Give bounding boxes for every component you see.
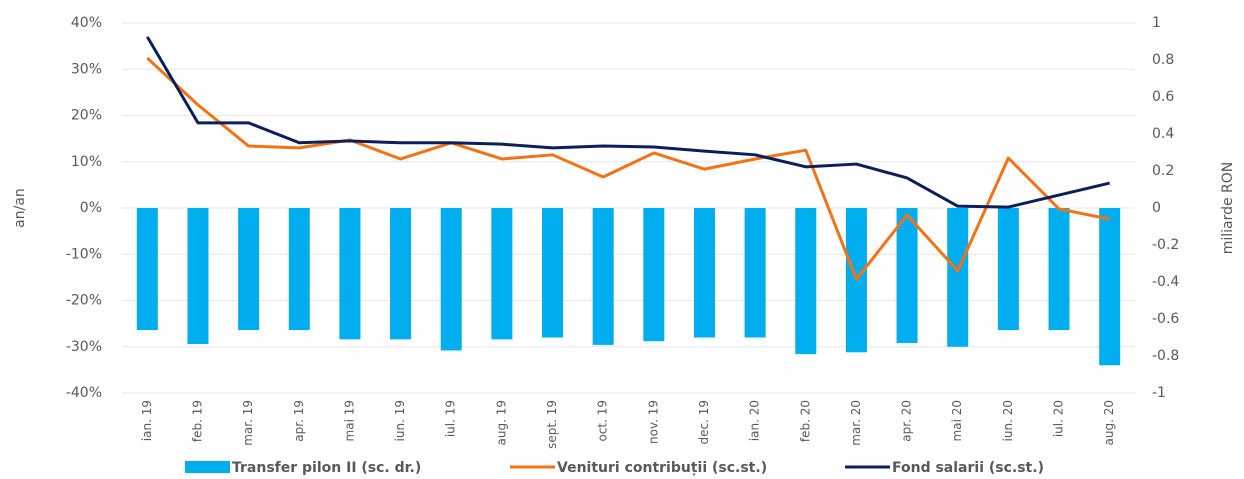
y2-tick-label: 0.6	[1152, 89, 1174, 105]
x-tick-label: mai 19	[342, 400, 356, 441]
y-tick-label: 40%	[71, 15, 102, 31]
x-tick-label: aug. 20	[1102, 400, 1116, 445]
y2-tick-label: 1	[1152, 15, 1161, 31]
y-tick-label: 0%	[80, 200, 102, 216]
x-tick-label: nov. 19	[646, 400, 660, 444]
bar	[187, 208, 209, 344]
y-tick-label: -10%	[66, 246, 102, 262]
x-tick-label: ian. 20	[748, 400, 762, 441]
x-tick-label: apr. 19	[292, 400, 306, 442]
bar	[136, 208, 158, 331]
bar	[491, 208, 513, 340]
legend-label: Fond salarii (sc.st.)	[892, 460, 1044, 476]
y2-tick-label: -0.4	[1152, 274, 1179, 290]
x-tick-label: aug. 19	[494, 400, 508, 445]
x-tick-label: feb. 20	[798, 400, 812, 442]
bar	[997, 208, 1019, 331]
legend-label: Venituri contribuții (sc.st.)	[557, 460, 767, 476]
y-tick-label: -20%	[66, 293, 102, 309]
y-tick-label: 30%	[71, 61, 102, 77]
bar	[542, 208, 564, 338]
x-tick-label: mai 20	[950, 400, 964, 441]
x-tick-label: feb. 19	[190, 400, 204, 442]
y-tick-label: 20%	[71, 108, 102, 124]
bar	[592, 208, 614, 345]
y2-tick-label: -0.8	[1152, 348, 1179, 364]
y-axis-title: an/an	[12, 188, 28, 228]
bar	[744, 208, 766, 338]
x-tick-label: iun. 19	[393, 400, 407, 441]
y2-tick-label: 0	[1152, 200, 1161, 216]
y-tick-label: -30%	[66, 339, 102, 355]
x-tick-label: apr. 20	[900, 400, 914, 442]
x-tick-label: dec. 19	[697, 400, 711, 445]
bar	[643, 208, 665, 342]
y-tick-label: 10%	[71, 154, 102, 170]
legend-label: Transfer pilon II (sc. dr.)	[232, 460, 421, 476]
x-tick-label: mar. 19	[241, 400, 255, 446]
bar	[795, 208, 817, 355]
bar	[238, 208, 260, 331]
bar	[1099, 208, 1121, 366]
y2-tick-label: -0.6	[1152, 311, 1179, 327]
y2-tick-label: -0.2	[1152, 237, 1179, 253]
x-tick-label: oct. 19	[596, 400, 610, 442]
y2-tick-label: 0.4	[1152, 126, 1174, 142]
x-tick-label: iul. 20	[1052, 400, 1066, 437]
bar	[947, 208, 969, 347]
x-tick-label: mar. 20	[849, 400, 863, 446]
bar	[339, 208, 361, 340]
line	[146, 36, 1111, 209]
y2-tick-label: 0.2	[1152, 163, 1174, 179]
x-tick-label: iul. 19	[444, 400, 458, 437]
y2-tick-label: -1	[1152, 385, 1166, 401]
bar	[693, 208, 715, 338]
legend-swatch	[185, 461, 230, 473]
line	[146, 57, 1110, 281]
bar	[896, 208, 918, 344]
y2-tick-label: 0.8	[1152, 52, 1174, 68]
x-tick-label: ian. 19	[140, 400, 154, 441]
bar	[390, 208, 412, 340]
x-tick-label: sept. 19	[545, 400, 559, 449]
bar	[1048, 208, 1070, 331]
y2-axis-title: miliarde RON	[1220, 162, 1236, 255]
y-tick-label: -40%	[66, 385, 102, 401]
bar	[440, 208, 462, 351]
bar	[288, 208, 310, 331]
x-tick-label: iun. 20	[1001, 400, 1015, 441]
